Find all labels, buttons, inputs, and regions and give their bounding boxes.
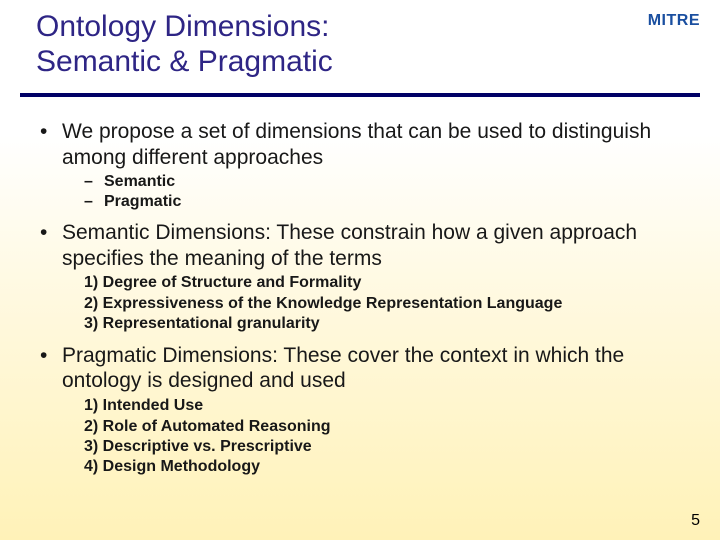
bullet-level2: – Pragmatic	[84, 192, 686, 212]
list-item: 1) Degree of Structure and Formality	[84, 273, 686, 293]
dash-icon: –	[84, 172, 104, 192]
title-line-2: Semantic & Pragmatic	[36, 45, 720, 80]
bullet-level1: • Pragmatic Dimensions: These cover the …	[34, 343, 686, 394]
bullet-text: Pragmatic Dimensions: These cover the co…	[62, 343, 686, 394]
list-item: 1) Intended Use	[84, 396, 686, 416]
list-item: 3) Descriptive vs. Prescriptive	[84, 437, 686, 457]
bullet-level2: – Semantic	[84, 172, 686, 192]
slide-title: Ontology Dimensions: Semantic & Pragmati…	[0, 0, 720, 89]
bullet-text: Semantic	[104, 172, 175, 192]
slide-body: • We propose a set of dimensions that ca…	[0, 107, 720, 478]
sublist: – Semantic – Pragmatic	[34, 172, 686, 212]
list-item: 3) Representational granularity	[84, 314, 686, 334]
title-divider	[20, 93, 700, 97]
bullet-text: Pragmatic	[104, 192, 181, 212]
title-line-1: Ontology Dimensions:	[36, 10, 720, 45]
bullet-text: Semantic Dimensions: These constrain how…	[62, 220, 686, 271]
bullet-level1: • We propose a set of dimensions that ca…	[34, 119, 686, 170]
bullet-text: We propose a set of dimensions that can …	[62, 119, 686, 170]
page-number: 5	[691, 512, 700, 530]
dash-icon: –	[84, 192, 104, 212]
list-item: 4) Design Methodology	[84, 457, 686, 477]
numbered-list: 1) Intended Use 2) Role of Automated Rea…	[34, 396, 686, 478]
numbered-list: 1) Degree of Structure and Formality 2) …	[34, 273, 686, 334]
bullet-dot-icon: •	[34, 343, 62, 394]
bullet-dot-icon: •	[34, 220, 62, 271]
bullet-dot-icon: •	[34, 119, 62, 170]
list-item: 2) Expressiveness of the Knowledge Repre…	[84, 294, 686, 314]
list-item: 2) Role of Automated Reasoning	[84, 417, 686, 437]
bullet-level1: • Semantic Dimensions: These constrain h…	[34, 220, 686, 271]
brand-logo: MITRE	[648, 12, 700, 30]
